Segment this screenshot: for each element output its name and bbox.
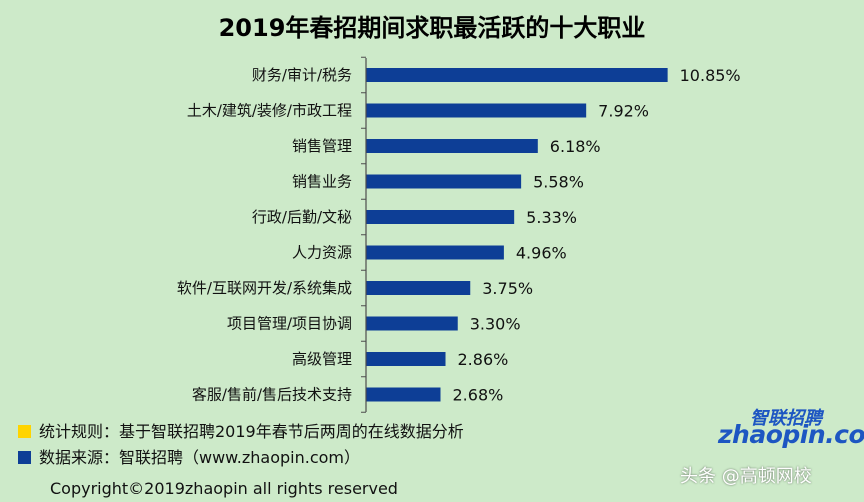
value-label: 2.68% bbox=[453, 386, 504, 405]
bar bbox=[366, 281, 471, 295]
chart-title: 2019年春招期间求职最活跃的十大职业 bbox=[218, 14, 646, 42]
logo-en-text: zhaopin.com bbox=[718, 420, 864, 449]
copyright-text: Copyright©2019zhaopin all rights reserve… bbox=[50, 479, 398, 498]
bar bbox=[366, 352, 446, 366]
legend-rule-swatch bbox=[18, 425, 31, 438]
category-label: 销售业务 bbox=[292, 173, 352, 191]
legend-source-text: 数据来源：智联招聘（www.zhaopin.com） bbox=[39, 448, 361, 467]
watermark: 头条 @高顿网校 bbox=[680, 466, 812, 487]
category-label: 项目管理/项目协调 bbox=[227, 315, 352, 333]
category-label: 人力资源 bbox=[292, 244, 352, 262]
bar bbox=[366, 174, 522, 189]
logo-cn-text: 智联招聘 bbox=[750, 408, 822, 429]
value-label: 6.18% bbox=[550, 137, 601, 156]
category-label: 高级管理 bbox=[292, 350, 352, 368]
legend-source: 数据来源：智联招聘（www.zhaopin.com） bbox=[18, 444, 360, 468]
zhaopin-logo: 智联招聘 zhaopin.com bbox=[718, 404, 864, 454]
value-label: 3.30% bbox=[470, 315, 521, 334]
category-label: 行政/后勤/文秘 bbox=[252, 208, 352, 226]
category-label: 土木/建筑/装修/市政工程 bbox=[187, 102, 352, 120]
value-label: 3.75% bbox=[482, 279, 533, 298]
value-label: 5.58% bbox=[533, 173, 584, 192]
bar bbox=[366, 387, 441, 402]
category-label: 软件/互联网开发/系统集成 bbox=[177, 279, 352, 297]
value-label: 10.85% bbox=[680, 66, 741, 85]
value-label: 2.86% bbox=[458, 350, 509, 369]
category-label: 财务/审计/税务 bbox=[252, 66, 352, 84]
bar-chart: 财务/审计/税务土木/建筑/装修/市政工程销售管理销售业务行政/后勤/文秘人力资… bbox=[177, 56, 741, 413]
bar bbox=[366, 139, 538, 153]
category-label: 客服/售前/售后技术支持 bbox=[192, 386, 352, 404]
value-label: 4.96% bbox=[516, 244, 567, 263]
bar bbox=[366, 103, 587, 118]
bar bbox=[366, 245, 504, 260]
bar bbox=[366, 316, 458, 331]
legend-rule: 统计规则：基于智联招聘2019年春节后两周的在线数据分析 bbox=[18, 418, 464, 442]
bar bbox=[366, 210, 515, 224]
bar bbox=[366, 68, 668, 82]
legend-source-swatch bbox=[18, 451, 31, 464]
legend-rule-text: 统计规则：基于智联招聘2019年春节后两周的在线数据分析 bbox=[39, 422, 464, 441]
category-label: 销售管理 bbox=[292, 137, 352, 155]
value-label: 5.33% bbox=[526, 208, 577, 227]
value-label: 7.92% bbox=[598, 102, 649, 121]
